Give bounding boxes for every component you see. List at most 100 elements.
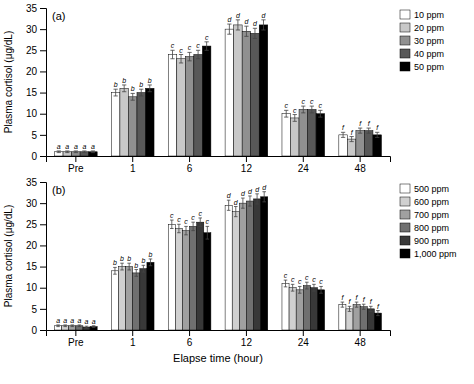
error-bar (113, 267, 117, 274)
x-tick: 12 (241, 330, 253, 348)
x-tick-label: 12 (241, 163, 253, 174)
significance-letter: d (227, 192, 232, 199)
significance-letter: d (262, 184, 267, 191)
bar (147, 262, 154, 330)
bar (303, 286, 310, 330)
error-bar (114, 89, 118, 96)
significance-letter: d (244, 18, 249, 25)
bar (373, 135, 382, 156)
bar (111, 93, 120, 156)
significance-letter: d (262, 12, 267, 19)
error-bar (198, 218, 202, 226)
significance-letter: b (134, 262, 138, 269)
bar (360, 307, 367, 330)
bar (175, 229, 182, 330)
significance-letter: b (139, 81, 143, 88)
y-tick-mark (40, 93, 46, 94)
significance-letter: a (77, 317, 81, 324)
significance-letter: d (236, 12, 241, 19)
error-bar (149, 259, 153, 266)
error-bar (255, 194, 259, 204)
significance-letter: c (319, 278, 323, 285)
error-bar (85, 326, 89, 328)
error-bar (127, 263, 131, 270)
bar (356, 131, 365, 156)
legend-swatch (400, 223, 410, 232)
error-bar (298, 286, 302, 293)
y-tick-label: 0 (31, 325, 37, 336)
legend-label: 20 ppm (414, 23, 444, 33)
error-bar (248, 196, 252, 206)
bar (168, 224, 175, 330)
error-bar (142, 265, 146, 272)
x-tick-mark (246, 330, 247, 336)
error-bar (204, 42, 208, 50)
error-bar (148, 85, 152, 92)
error-bar (241, 198, 245, 208)
bar (367, 309, 374, 330)
error-bar (236, 20, 240, 30)
error-bar (131, 93, 135, 100)
y-tick-label: 15 (26, 261, 38, 272)
error-bar (376, 311, 380, 316)
legend-item: 10 ppm (400, 10, 444, 20)
legend-swatch (400, 236, 410, 245)
legend-label: 700 ppm (414, 210, 449, 220)
error-bar (57, 151, 61, 153)
y-tick-label: 5 (31, 130, 37, 141)
y-tick-mark (40, 114, 46, 115)
significance-letter: b (148, 77, 152, 84)
significance-letter: a (85, 318, 89, 325)
error-bar (375, 132, 379, 137)
bar (62, 326, 69, 330)
significance-letter: c (171, 42, 175, 49)
significance-letter: f (376, 124, 379, 131)
error-bar (348, 306, 352, 311)
y-tick-mark (40, 267, 46, 268)
significance-letter: a (74, 143, 78, 150)
significance-letter: c (305, 274, 309, 281)
significance-letter: a (56, 317, 60, 324)
significance-letter: f (370, 298, 373, 305)
legend-item: 500 ppm (400, 184, 449, 194)
significance-letter: f (349, 298, 352, 305)
bar (202, 46, 211, 156)
legend-label: 900 ppm (414, 236, 449, 246)
error-bar (293, 115, 297, 122)
error-bar (362, 304, 366, 309)
plot-area (55, 20, 382, 156)
significance-letter: f (342, 124, 345, 131)
x-tick: 24 (298, 156, 310, 174)
error-bar (91, 151, 95, 153)
bar-series (90, 192, 381, 330)
error-bar (310, 106, 314, 113)
y-tick: 5 (31, 130, 46, 141)
y-tick: 35 (26, 177, 46, 188)
significance-letter: c (177, 216, 181, 223)
error-bar (191, 222, 195, 230)
y-axis-line (40, 9, 47, 157)
error-bar (319, 286, 323, 293)
x-axis-line (47, 331, 391, 337)
x-tick-mark (132, 156, 133, 162)
error-bar (305, 282, 309, 289)
error-bar (177, 224, 181, 232)
legend-item: 800 ppm (400, 223, 449, 233)
bar (254, 199, 261, 330)
x-tick: Pre (68, 330, 84, 348)
legend-item: 900 ppm (400, 236, 449, 246)
y-tick-mark (40, 309, 46, 310)
x-tick: 48 (355, 156, 367, 174)
legend-swatch (400, 197, 410, 206)
significance-letter: b (120, 255, 124, 262)
y-tick-mark (40, 71, 46, 72)
error-bar (120, 263, 124, 270)
significance-letter: b (149, 251, 153, 258)
bar (140, 269, 147, 330)
y-tick-mark (40, 330, 46, 331)
x-axis-line (47, 157, 391, 163)
error-bar (71, 325, 75, 327)
bar (364, 131, 373, 156)
panel-title: (a) (52, 10, 65, 22)
error-bar (206, 226, 210, 239)
